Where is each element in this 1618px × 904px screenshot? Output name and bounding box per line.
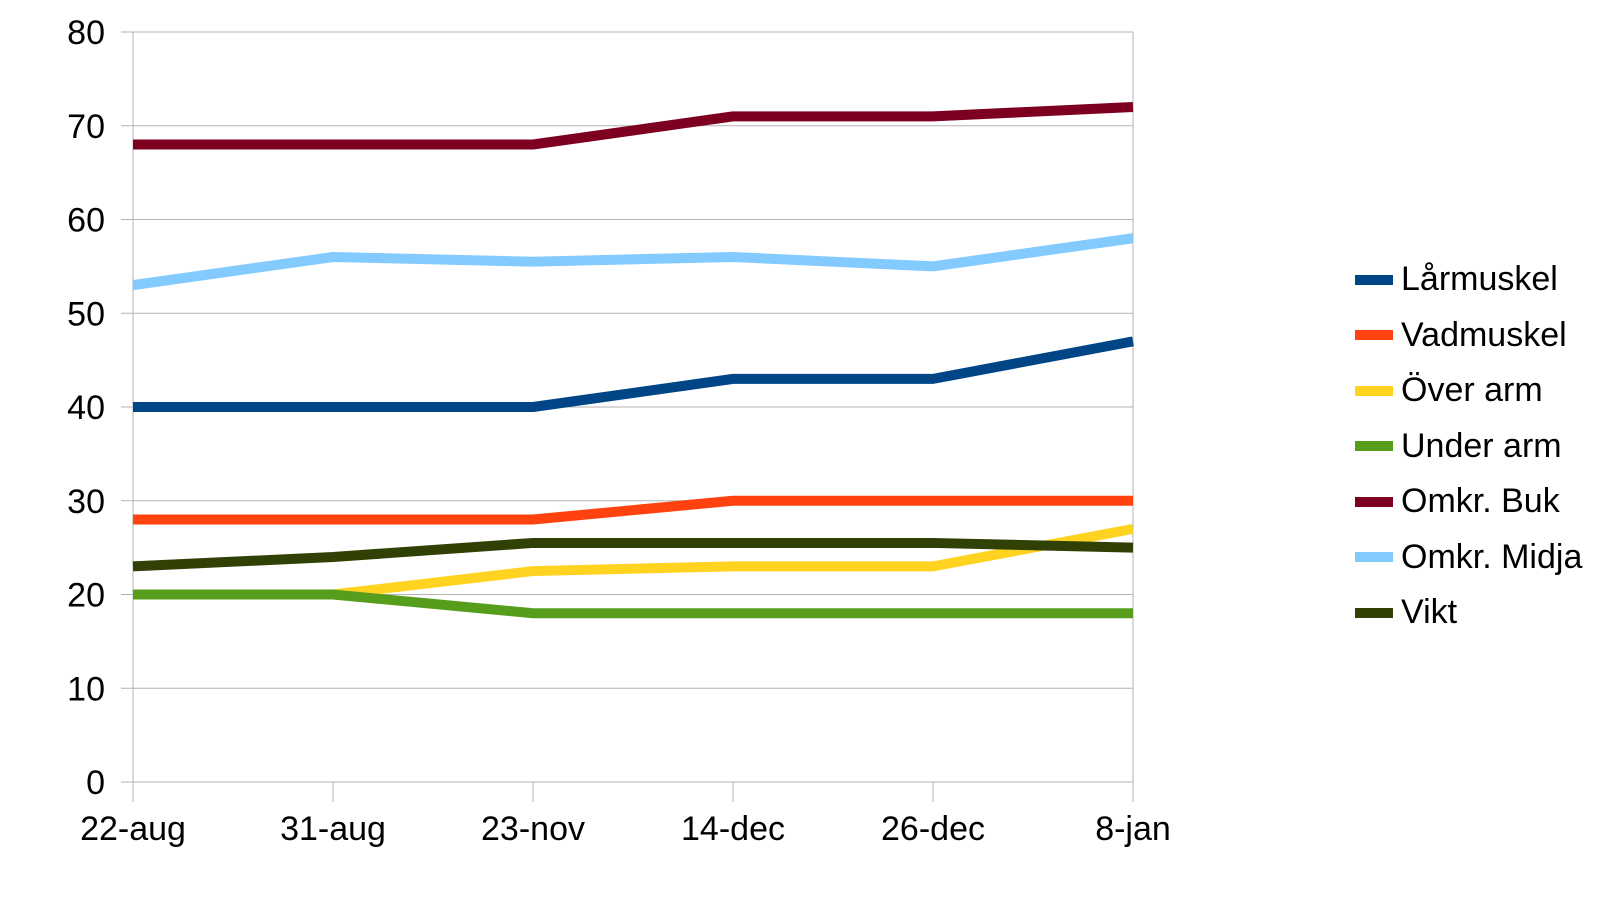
legend-label: Omkr. Midja [1401,537,1583,576]
axes [132,32,1134,802]
legend-label: Över arm [1401,371,1543,410]
x-axis-tick-labels: 22-aug 31-aug 23-nov 14-dec 26-dec 8-jan [80,810,1171,848]
legend-label: Under arm [1401,426,1562,465]
y-tick-label: 20 [67,577,105,615]
series-line-1 [133,336,1134,412]
legend-item: Omkr. Buk [1355,474,1615,530]
legend-item: Vikt [1355,585,1615,641]
y-tick-label: 30 [67,483,105,521]
legend-swatch [1355,330,1393,341]
legend-label: Lårmuskel [1401,260,1558,299]
y-tick-label: 10 [67,670,105,708]
x-tick-label: 14-dec [681,810,785,848]
series-line-4 [133,589,1133,619]
legend-item: Under arm [1355,419,1615,475]
y-tick-label: 80 [67,14,105,52]
y-axis-tick-labels: 0 10 20 30 40 50 60 70 80 [67,14,105,802]
legend-label: Vadmuskel [1401,315,1567,354]
y-tick-label: 0 [86,764,105,802]
legend-item: Vadmuskel [1355,308,1615,364]
legend-swatch [1355,441,1393,452]
x-tick-label: 23-nov [481,810,585,848]
legend-label: Omkr. Buk [1401,482,1560,521]
y-tick-label: 50 [67,295,105,333]
y-tick-label: 40 [67,389,105,427]
series-line-6 [132,233,1134,291]
legend: Lårmuskel Vadmuskel Över arm Under arm Omkr.… [1355,252,1615,641]
legend-item: Över arm [1355,363,1615,419]
legend-swatch [1355,552,1393,563]
series-line-7 [132,537,1134,572]
x-tick-label: 22-aug [80,810,186,848]
y-tick-label: 60 [67,202,105,240]
y-tick-label: 70 [67,108,105,146]
series-line-5 [133,102,1134,150]
series-line-2 [133,495,1133,525]
series-lines [132,102,1134,619]
legend-label: Vikt [1401,593,1458,632]
legend-item: Omkr. Midja [1355,530,1615,586]
x-tick-label: 31-aug [280,810,386,848]
legend-item: Lårmuskel [1355,252,1615,308]
legend-swatch [1355,496,1393,507]
legend-swatch [1355,385,1393,396]
x-tick-label: 8-jan [1095,810,1171,848]
x-tick-label: 26-dec [881,810,985,848]
legend-swatch [1355,607,1393,618]
legend-swatch [1355,274,1393,285]
